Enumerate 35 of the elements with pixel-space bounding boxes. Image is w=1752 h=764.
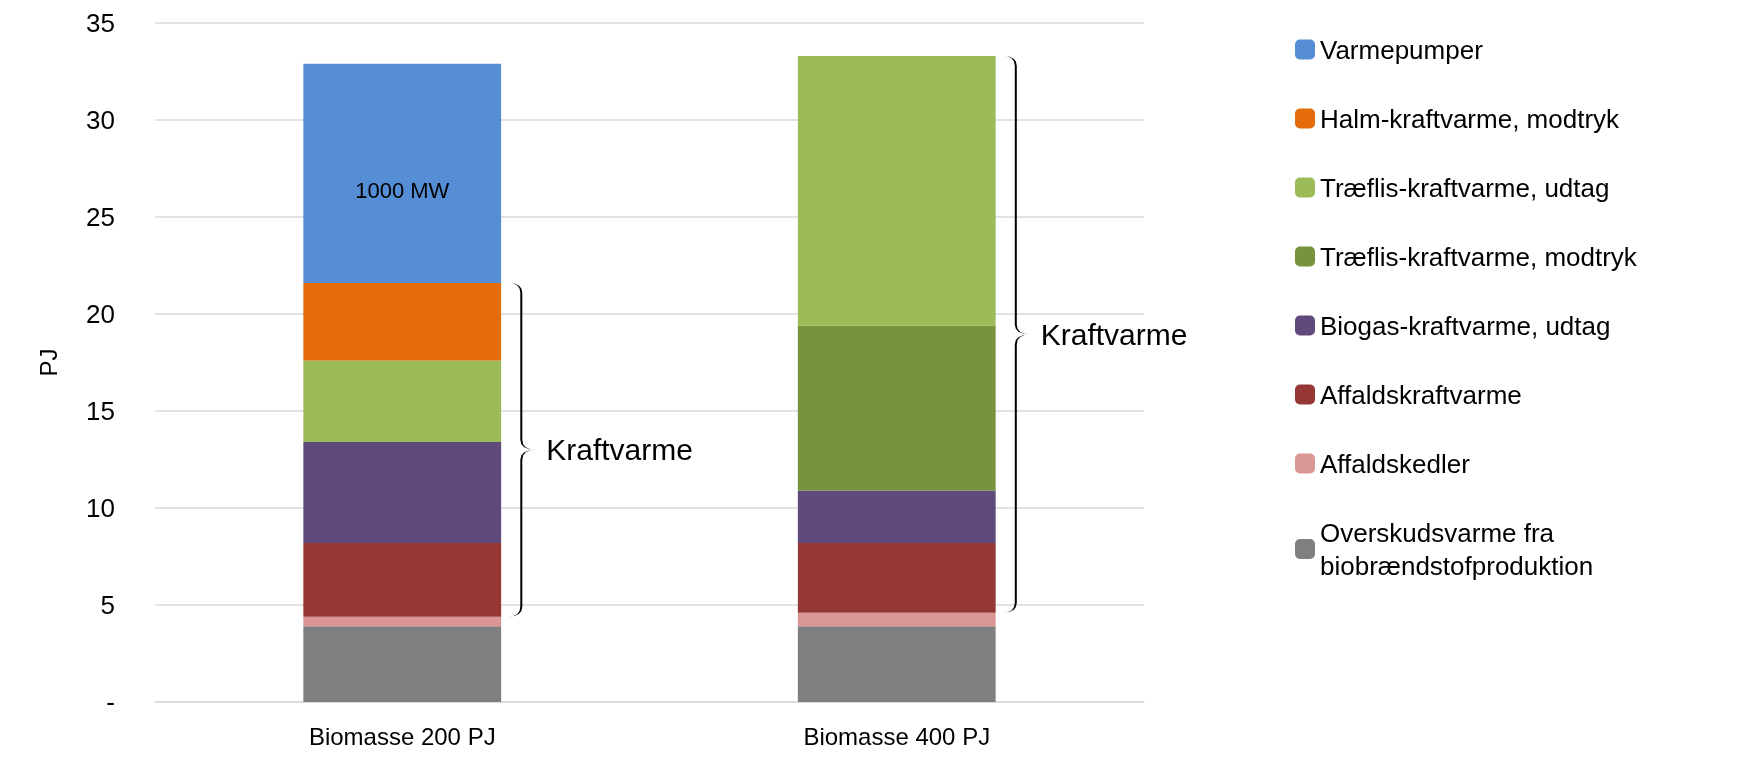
bar [303,63,502,283]
bar [797,325,996,491]
annotation: Kraftvarme [546,433,693,467]
x-tick-label: Biomasse 400 PJ [803,722,991,750]
bar [797,55,996,326]
y-axis-title: PJ [34,348,62,377]
y-tick-label: - [106,687,115,717]
legend-label: Affaldskraftvarme [1320,379,1522,410]
y-tick-label: 35 [86,8,115,38]
bar [797,490,996,543]
legend-label: Biogas-kraftvarme, udtag [1320,310,1611,341]
annotation: 1000 MW [355,178,450,204]
bar [303,626,502,702]
y-tick-label: 5 [100,590,115,620]
bar [303,542,502,617]
bar [303,282,502,361]
legend-label: Overskudsvarme fra biobrændstofproduktion [1320,517,1594,581]
legend-label: Varmepumper [1320,34,1484,65]
y-tick-label: 25 [86,202,115,232]
bar [797,626,996,702]
y-tick-label: 15 [86,396,115,426]
bar [303,616,502,627]
x-tick-label: Biomasse 200 PJ [308,722,496,750]
legend-label: Halm-kraftvarme, modtryk [1320,103,1621,134]
y-tick-label: 30 [86,105,115,135]
bar [303,442,502,543]
legend-label: Affaldskedler [1320,448,1471,479]
legend-label: Træflis-kraftvarme, modtryk [1320,241,1638,272]
y-tick-label: 20 [86,299,115,329]
bar [303,360,502,443]
y-tick-label: 10 [86,493,115,523]
annotation: Kraftvarme [1040,317,1188,351]
legend-label: Træflis-kraftvarme, udtag [1320,172,1610,203]
bar [797,612,996,627]
bar [797,542,996,613]
